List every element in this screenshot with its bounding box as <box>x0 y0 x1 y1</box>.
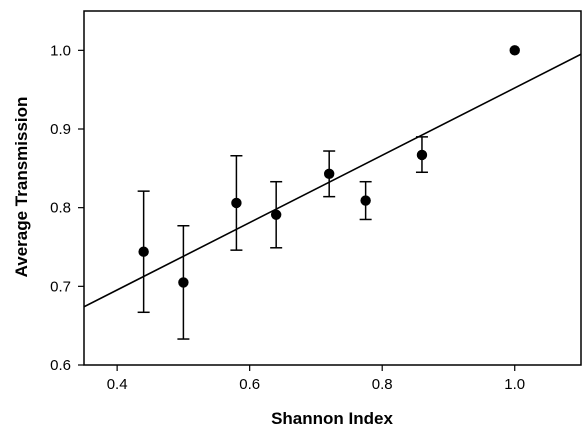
y-tick-label: 0.8 <box>50 200 71 217</box>
y-tick-label: 1.0 <box>50 42 71 59</box>
data-point <box>416 149 428 161</box>
x-tick-label: 0.6 <box>239 376 260 393</box>
y-axis: 0.6 0.7 0.8 0.9 1.0 <box>50 42 84 374</box>
plot-frame <box>83 10 582 366</box>
y-tick-label: 0.7 <box>50 278 71 295</box>
y-tick-label: 0.6 <box>50 357 71 374</box>
data-point <box>231 197 242 209</box>
data-point <box>509 45 520 56</box>
y-axis-title: Average Transmission <box>12 97 31 278</box>
regression-line <box>84 53 581 308</box>
x-axis: 0.4 0.6 0.8 1.0 <box>107 365 525 393</box>
x-tick-label: 1.0 <box>504 376 525 393</box>
data-point <box>323 168 335 180</box>
y-tick-label: 0.9 <box>50 121 71 138</box>
data-point <box>138 246 149 257</box>
data-point <box>360 195 371 206</box>
x-tick-label: 0.4 <box>107 376 128 393</box>
x-axis-title: Shannon Index <box>271 409 393 428</box>
plot-area <box>83 10 582 366</box>
data-point <box>178 277 189 288</box>
x-tick-label: 0.8 <box>372 376 393 393</box>
data-point <box>270 209 282 220</box>
